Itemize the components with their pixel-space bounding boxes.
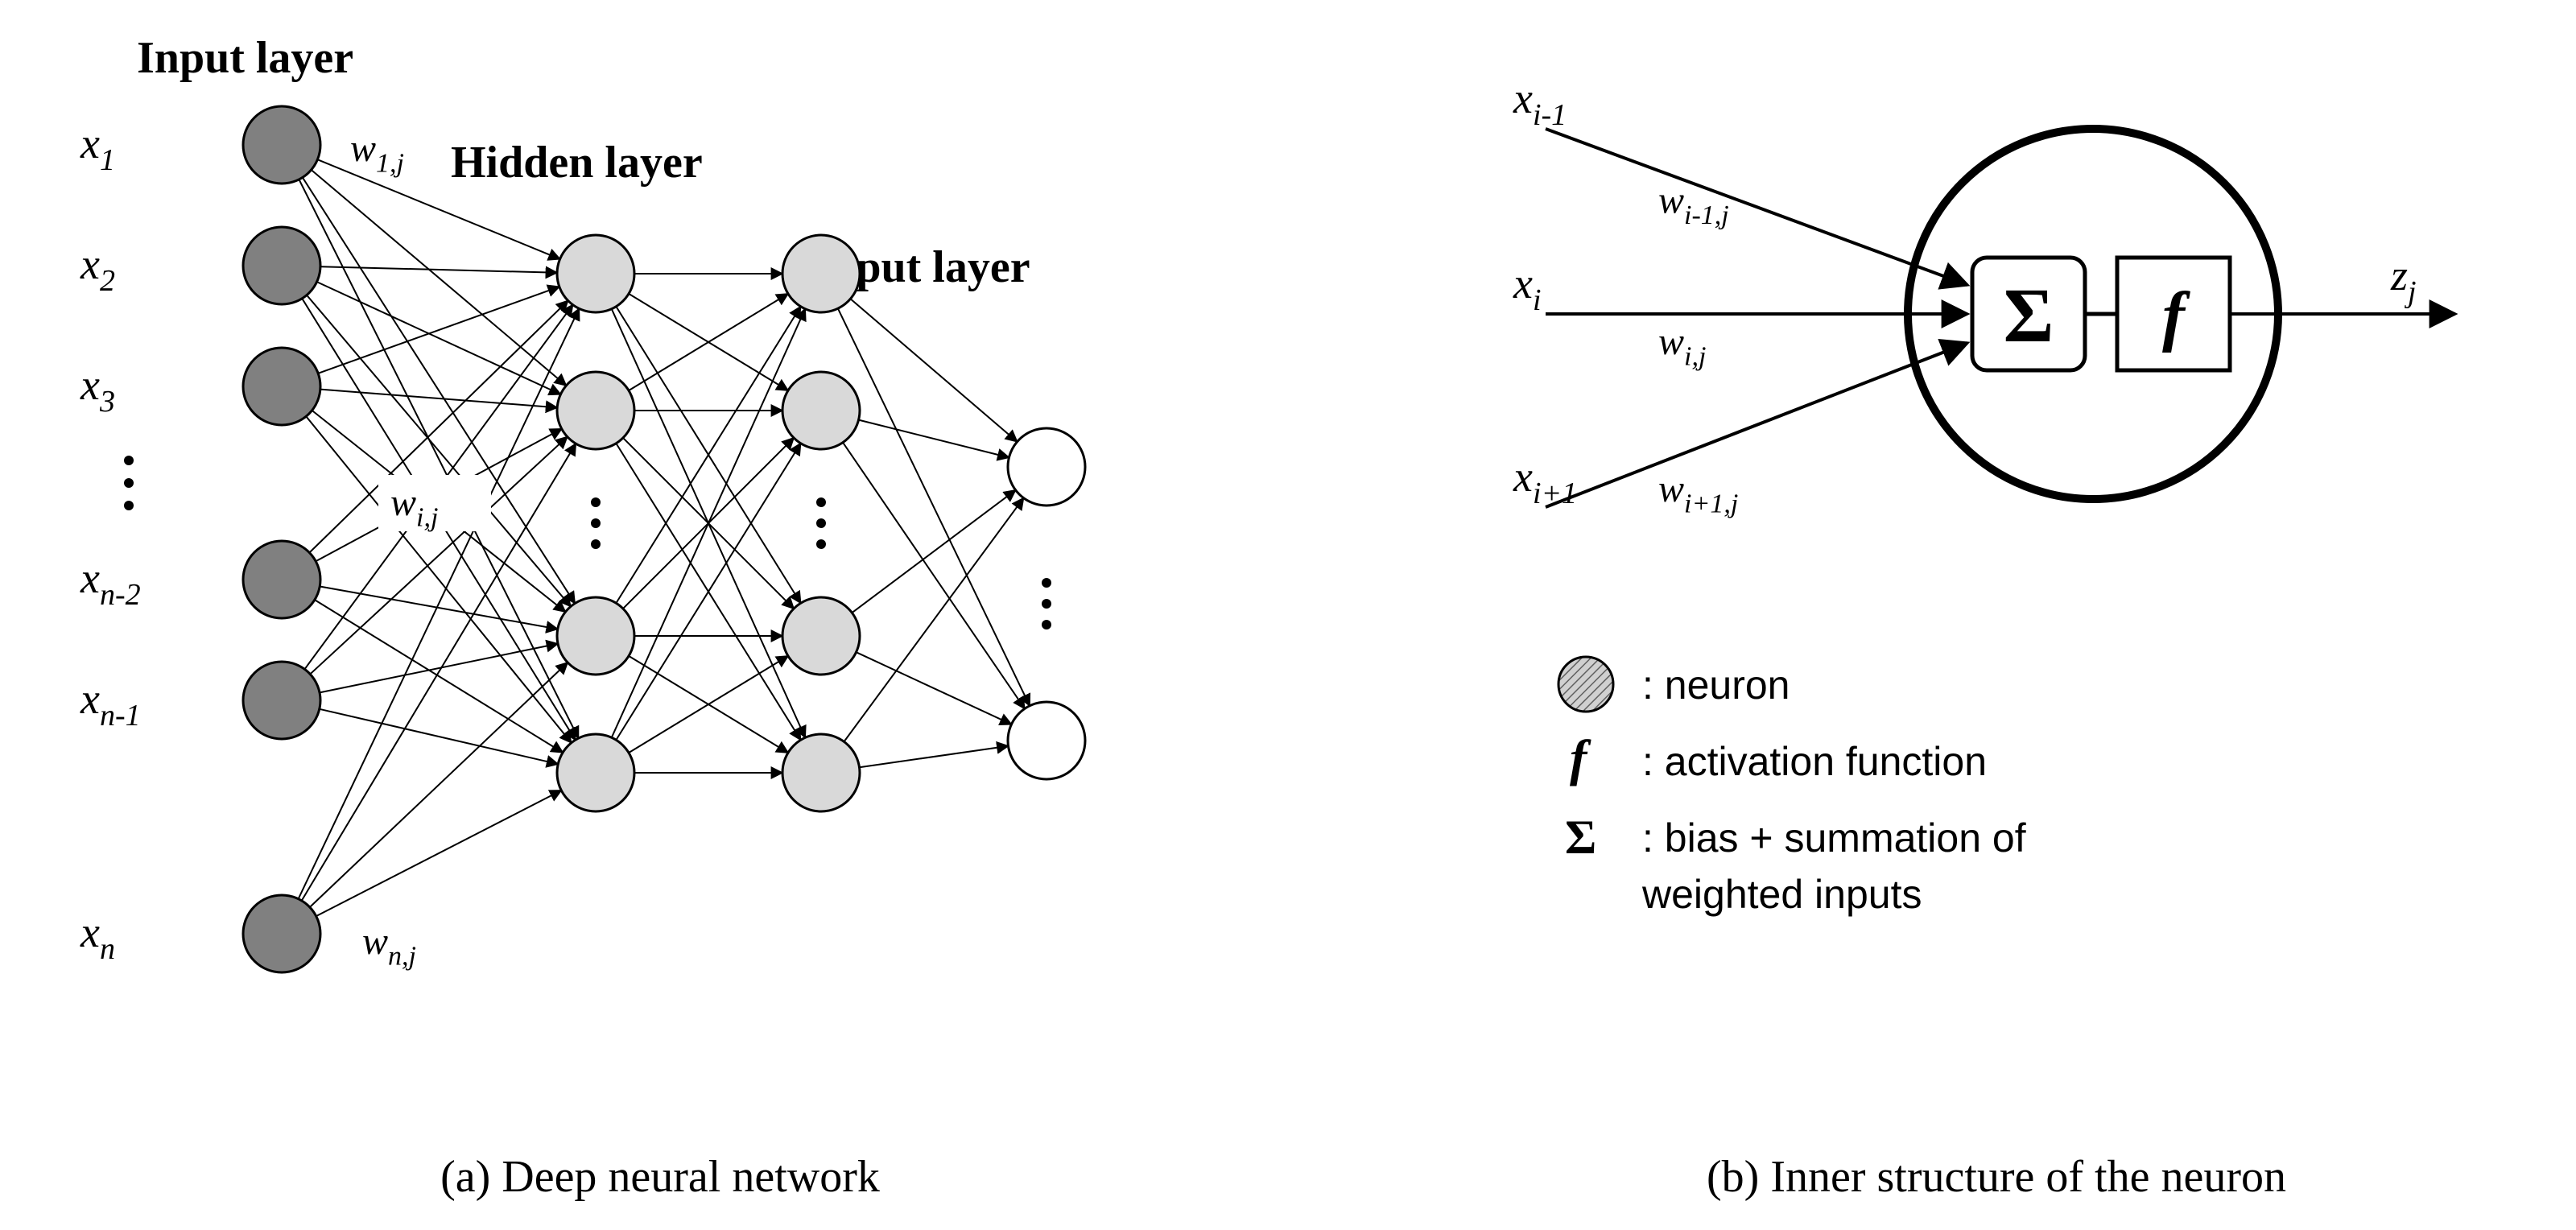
- input-neuron: [243, 348, 320, 425]
- input-x-label: xn-2: [80, 554, 141, 612]
- input-neuron: [243, 662, 320, 739]
- page: Input layerHidden layerOutput layerx1x2x…: [0, 0, 2576, 1230]
- input-neuron: [243, 541, 320, 618]
- connection-edge: [320, 390, 557, 408]
- ellipsis-dot: [124, 456, 134, 465]
- x-label: xi-1: [1513, 74, 1567, 132]
- weight-label-bottom: wn,j: [362, 920, 416, 971]
- input-neuron: [243, 227, 320, 304]
- legend-sigma-symbol: Σ: [1565, 811, 1596, 864]
- connection-edge: [299, 308, 580, 898]
- input-arrow: [1546, 129, 1967, 285]
- ellipsis-dot: [816, 497, 826, 507]
- input-x-label: x3: [80, 361, 115, 419]
- connection-edge: [306, 416, 571, 742]
- legend-f-symbol: f: [1570, 729, 1591, 786]
- hidden-neuron: [782, 372, 860, 449]
- legend-f-text: : activation function: [1642, 739, 1987, 784]
- x-label: xi+1: [1513, 452, 1577, 510]
- neuron-svg: Σfzjxi-1wi-1,jxiwi,jxi+1wi+1,j: neuronf:…: [1465, 72, 2528, 1119]
- hidden-neuron: [782, 235, 860, 312]
- ellipsis-dot: [591, 497, 601, 507]
- connection-edge: [320, 709, 558, 764]
- connection-edge: [844, 498, 1023, 742]
- input-neuron: [243, 895, 320, 972]
- connection-edge: [320, 586, 558, 629]
- connection-edge: [838, 308, 1030, 706]
- ellipsis-dot: [591, 518, 601, 528]
- connection-edge: [860, 746, 1009, 767]
- input-x-label: x2: [80, 240, 115, 298]
- input-x-label: x1: [80, 119, 115, 177]
- connection-edge: [310, 662, 568, 907]
- network-svg: Input layerHidden layerOutput layerx1x2x…: [32, 16, 1288, 1127]
- input-neuron: [243, 106, 320, 184]
- ellipsis-dot: [124, 501, 134, 510]
- connection-edge: [307, 295, 571, 607]
- ellipsis-dot: [124, 478, 134, 488]
- connection-edge: [316, 790, 562, 916]
- hidden-neuron: [782, 734, 860, 811]
- input-layer-label: Input layer: [137, 33, 353, 83]
- connection-edge: [857, 652, 1012, 724]
- connection-edge: [320, 266, 557, 273]
- panel-b: Σfzjxi-1wi-1,jxiwi,jxi+1wi+1,j: neuronf:…: [1465, 72, 2528, 1119]
- ellipsis-dot: [816, 539, 826, 549]
- caption-a: (a) Deep neural network: [32, 1151, 1288, 1203]
- ellipsis-dot: [591, 539, 601, 549]
- hidden-neuron: [557, 734, 634, 811]
- legend-neuron-icon: [1558, 657, 1613, 712]
- input-x-label: xn-1: [80, 675, 141, 733]
- connection-edge: [320, 644, 558, 693]
- ellipsis-dot: [1042, 599, 1051, 609]
- sigma-symbol: Σ: [2004, 272, 2054, 358]
- hidden-layer-label: Hidden layer: [451, 138, 703, 188]
- hidden-neuron: [782, 597, 860, 675]
- ellipsis-dot: [816, 518, 826, 528]
- panel-a: Input layerHidden layerOutput layerx1x2x…: [32, 16, 1288, 1127]
- w-label: wi-1,j: [1658, 179, 1729, 229]
- hidden-neuron: [557, 372, 634, 449]
- input-arrow: [1546, 343, 1967, 507]
- hidden-neuron: [557, 597, 634, 675]
- w-label: wi,j: [1658, 320, 1706, 371]
- legend-neuron-text: : neuron: [1642, 662, 1790, 708]
- connection-edge: [312, 170, 567, 386]
- caption-a-text: (a) Deep neural network: [440, 1152, 880, 1202]
- z-label: zj: [2390, 251, 2417, 309]
- caption-b-text: (b) Inner structure of the neuron: [1707, 1152, 2286, 1202]
- weight-label-top: w1,j: [350, 127, 404, 178]
- ellipsis-dot: [1042, 620, 1051, 629]
- connection-edge: [843, 443, 1025, 709]
- output-neuron: [1008, 428, 1085, 506]
- ellipsis-dot: [1042, 578, 1051, 588]
- input-x-label: xn: [80, 908, 115, 966]
- w-label: wi+1,j: [1658, 468, 1738, 518]
- x-label: xi: [1513, 259, 1542, 317]
- hidden-neuron: [557, 235, 634, 312]
- legend-sigma-text-2: weighted inputs: [1641, 872, 1922, 917]
- caption-b: (b) Inner structure of the neuron: [1465, 1151, 2528, 1203]
- connection-edge: [859, 420, 1009, 458]
- connection-edge: [850, 299, 1017, 442]
- output-neuron: [1008, 702, 1085, 779]
- legend-sigma-text-1: : bias + summation of: [1642, 815, 2026, 861]
